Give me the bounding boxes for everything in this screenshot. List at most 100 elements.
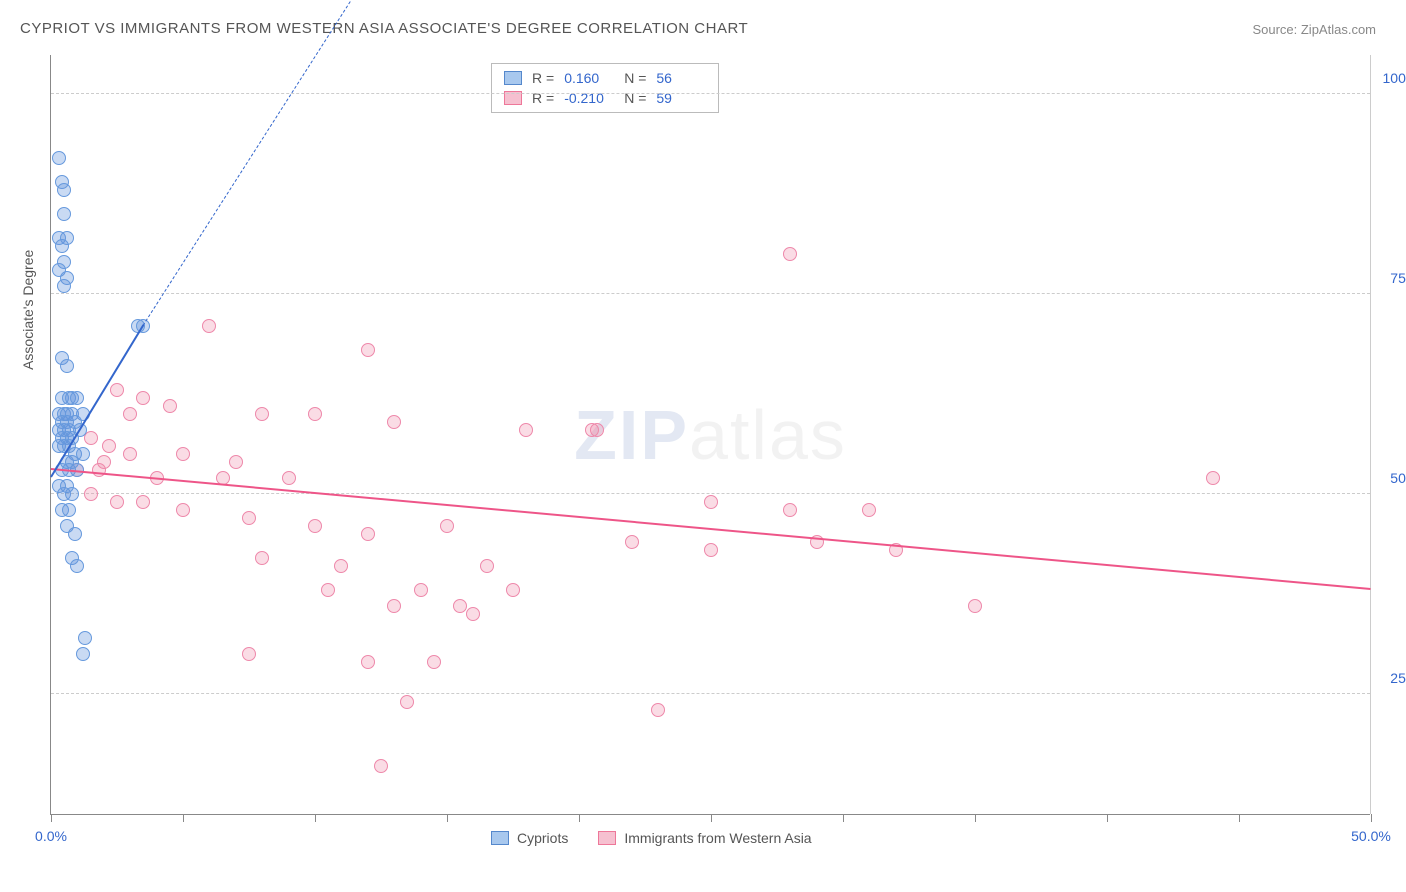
y-tick-label: 25.0% xyxy=(1390,670,1406,686)
scatter-point-pink xyxy=(519,423,533,437)
scatter-point-blue xyxy=(68,527,82,541)
x-tick xyxy=(579,814,580,822)
x-tick xyxy=(315,814,316,822)
scatter-point-pink xyxy=(361,527,375,541)
watermark-atlas: atlas xyxy=(689,396,847,474)
scatter-point-pink xyxy=(361,655,375,669)
scatter-point-pink xyxy=(229,455,243,469)
legend-swatch-pink xyxy=(598,831,616,845)
scatter-point-blue xyxy=(76,647,90,661)
x-tick xyxy=(1107,814,1108,822)
scatter-point-pink xyxy=(308,407,322,421)
scatter-point-pink xyxy=(590,423,604,437)
scatter-point-pink xyxy=(704,495,718,509)
scatter-point-pink xyxy=(387,415,401,429)
gridline-h xyxy=(51,493,1370,494)
trend-line xyxy=(51,468,1371,590)
x-tick xyxy=(975,814,976,822)
scatter-point-pink xyxy=(862,503,876,517)
stat-box: R = 0.160 N = 56 R = -0.210 N = 59 xyxy=(491,63,719,113)
gridline-h xyxy=(51,293,1370,294)
scatter-point-pink xyxy=(414,583,428,597)
scatter-point-pink xyxy=(783,503,797,517)
gridline-h xyxy=(51,93,1370,94)
scatter-point-blue xyxy=(57,207,71,221)
scatter-point-blue xyxy=(62,503,76,517)
gridline-v xyxy=(1370,55,1371,814)
scatter-point-pink xyxy=(242,511,256,525)
scatter-point-pink xyxy=(466,607,480,621)
scatter-point-blue xyxy=(52,151,66,165)
scatter-point-pink xyxy=(136,391,150,405)
scatter-point-blue xyxy=(78,631,92,645)
gridline-h xyxy=(51,693,1370,694)
stat-r-value-blue: 0.160 xyxy=(564,70,614,86)
chart-title: CYPRIOT VS IMMIGRANTS FROM WESTERN ASIA … xyxy=(20,20,748,37)
stat-row-pink: R = -0.210 N = 59 xyxy=(504,88,706,108)
source-label: Source: ZipAtlas.com xyxy=(1252,22,1376,37)
x-tick xyxy=(843,814,844,822)
x-tick xyxy=(447,814,448,822)
scatter-point-blue xyxy=(57,183,71,197)
scatter-point-pink xyxy=(361,343,375,357)
scatter-point-pink xyxy=(506,583,520,597)
scatter-point-pink xyxy=(334,559,348,573)
scatter-point-blue xyxy=(57,279,71,293)
stat-n-value-blue: 56 xyxy=(656,70,706,86)
scatter-point-blue xyxy=(70,391,84,405)
scatter-point-pink xyxy=(783,247,797,261)
legend-item-pink: Immigrants from Western Asia xyxy=(598,830,811,846)
stat-n-label-blue: N = xyxy=(624,70,646,86)
scatter-point-pink xyxy=(321,583,335,597)
trend-line-dashed xyxy=(143,0,395,326)
x-tick xyxy=(51,814,52,822)
scatter-point-pink xyxy=(480,559,494,573)
legend-label-pink: Immigrants from Western Asia xyxy=(624,830,811,846)
scatter-point-pink xyxy=(387,599,401,613)
x-tick-label: 0.0% xyxy=(35,828,67,844)
scatter-point-blue xyxy=(65,487,79,501)
scatter-point-pink xyxy=(163,399,177,413)
scatter-point-pink xyxy=(255,551,269,565)
legend-item-blue: Cypriots xyxy=(491,830,568,846)
x-tick xyxy=(183,814,184,822)
x-tick-label: 50.0% xyxy=(1351,828,1391,844)
scatter-point-pink xyxy=(84,487,98,501)
scatter-point-pink xyxy=(374,759,388,773)
scatter-point-pink xyxy=(427,655,441,669)
scatter-point-pink xyxy=(102,439,116,453)
scatter-point-pink xyxy=(176,503,190,517)
x-tick xyxy=(1371,814,1372,822)
scatter-point-pink xyxy=(308,519,322,533)
x-tick xyxy=(711,814,712,822)
scatter-point-pink xyxy=(968,599,982,613)
scatter-point-blue xyxy=(60,359,74,373)
scatter-point-pink xyxy=(625,535,639,549)
stat-r-label-blue: R = xyxy=(532,70,554,86)
y-tick-label: 100.0% xyxy=(1383,70,1406,86)
legend-swatch-blue xyxy=(491,831,509,845)
scatter-point-pink xyxy=(110,495,124,509)
y-tick-label: 50.0% xyxy=(1390,470,1406,486)
scatter-point-pink xyxy=(704,543,718,557)
scatter-point-pink xyxy=(123,447,137,461)
scatter-point-pink xyxy=(110,383,124,397)
scatter-point-pink xyxy=(123,407,137,421)
scatter-point-pink xyxy=(176,447,190,461)
scatter-point-pink xyxy=(255,407,269,421)
stat-row-blue: R = 0.160 N = 56 xyxy=(504,68,706,88)
scatter-point-pink xyxy=(453,599,467,613)
plot-area: ZIPatlas R = 0.160 N = 56 R = -0.210 N =… xyxy=(50,55,1370,815)
scatter-point-pink xyxy=(1206,471,1220,485)
y-axis-label: Associate's Degree xyxy=(20,250,36,370)
stat-swatch-blue xyxy=(504,71,522,85)
watermark: ZIPatlas xyxy=(574,395,847,475)
legend-label-blue: Cypriots xyxy=(517,830,568,846)
scatter-point-pink xyxy=(440,519,454,533)
scatter-point-pink xyxy=(136,495,150,509)
scatter-point-blue xyxy=(70,559,84,573)
scatter-point-pink xyxy=(202,319,216,333)
scatter-point-pink xyxy=(282,471,296,485)
scatter-point-pink xyxy=(92,463,106,477)
scatter-point-pink xyxy=(242,647,256,661)
